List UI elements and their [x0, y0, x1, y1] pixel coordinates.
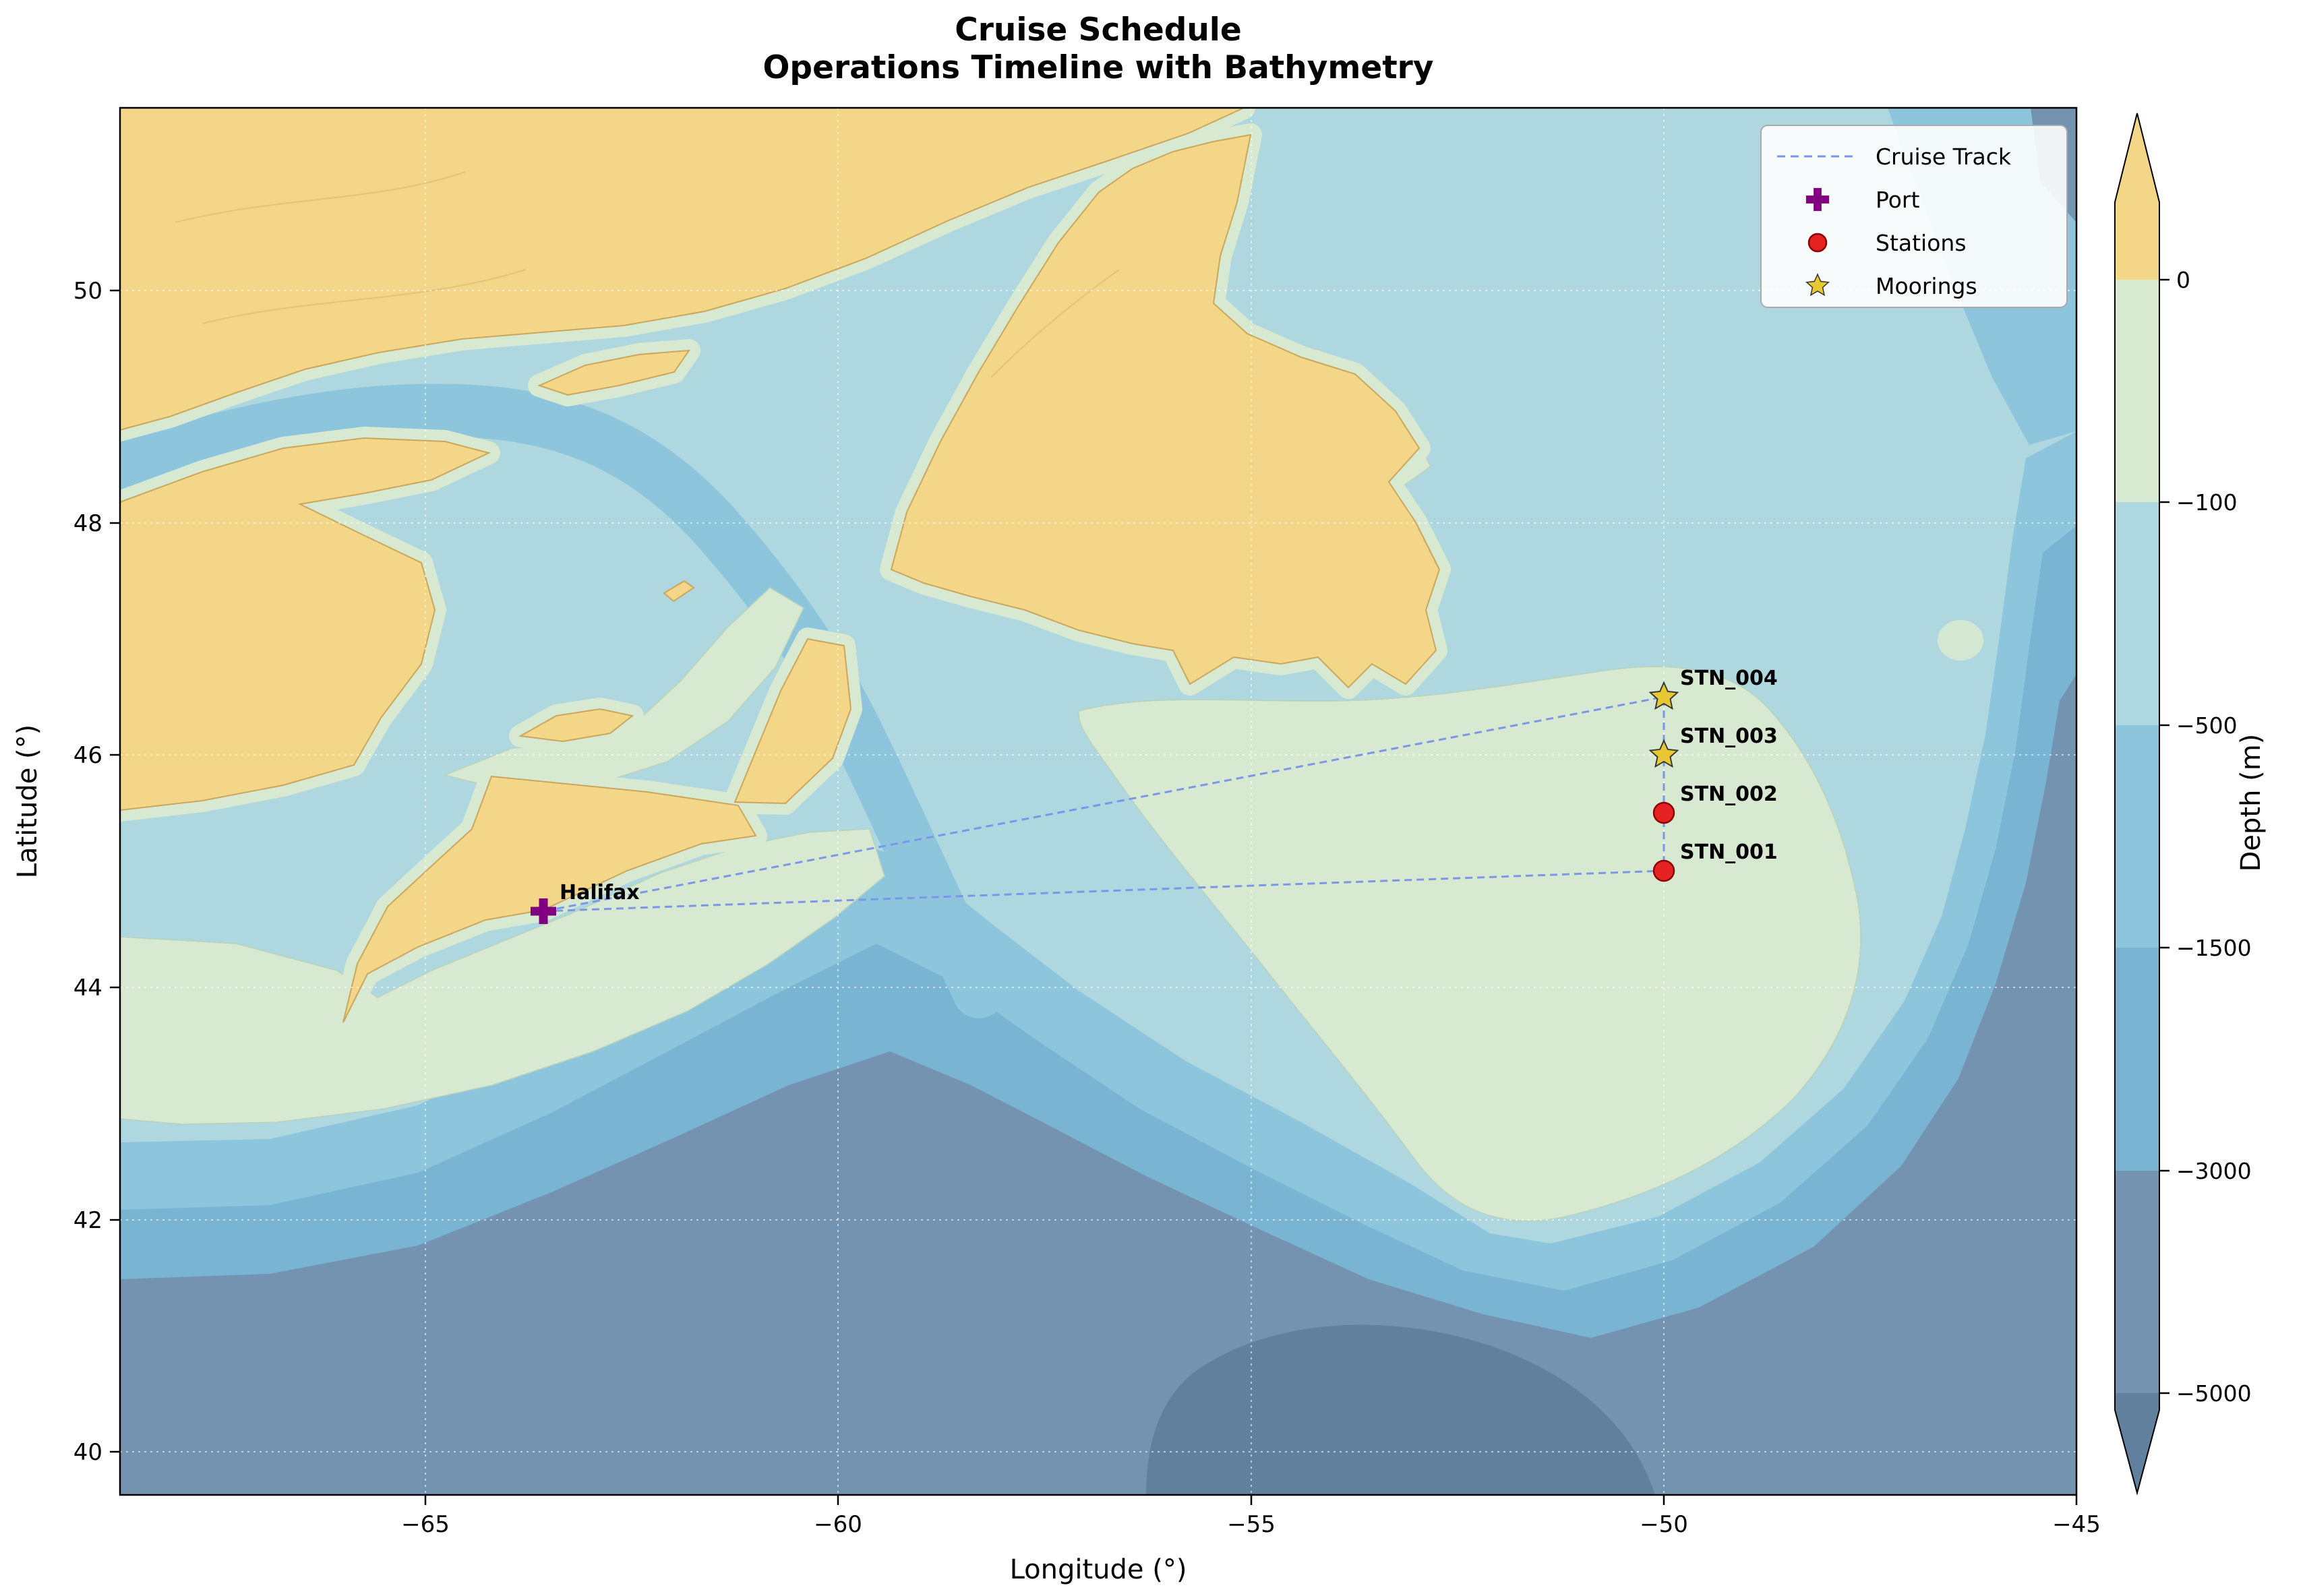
y-tick-label-42n: 42: [73, 1207, 102, 1234]
y-tick-label-44n: 44: [73, 975, 102, 1002]
colorbar-tick-0: 0: [2176, 267, 2190, 293]
figure-title-line1: Cruise Schedule: [955, 11, 1242, 49]
y-tick-label-50n: 50: [73, 278, 102, 305]
colorbar-segment-500-1500: [2115, 725, 2159, 948]
colorbar: 0 −100 −500 −1500 −3000 −5000 Depth (m): [2114, 113, 2267, 1496]
land-contour-lines: [175, 171, 1120, 378]
colorbar-tick-3000: −3000: [2176, 1158, 2252, 1184]
port-label-halifax: Halifax: [560, 881, 640, 904]
figure-title-line2: Operations Timeline with Bathymetry: [762, 49, 1433, 86]
map-plot-area: Halifax STN_001 STN_002 STN_003 STN_004: [120, 108, 2076, 1495]
bathymetry-layer-3000-5000: [120, 674, 2076, 1495]
station-marker-stn-001: [1652, 859, 1675, 882]
colorbar-ticks: [2159, 278, 2169, 1394]
colorbar-segment-100-500: [2115, 502, 2159, 725]
flemish-cap-shoal: [1938, 620, 1983, 661]
x-axis-tick-labels: −65 −60 −55 −50 −45: [401, 1511, 2101, 1538]
y-tick-label-46n: 46: [73, 742, 102, 769]
colorbar-tick-5000: −5000: [2176, 1380, 2252, 1407]
colorbar-tick-labels: 0 −100 −500 −1500 −3000 −5000: [2176, 267, 2252, 1407]
legend-item-port: Port: [1876, 187, 1919, 213]
colorbar-tick-100: −100: [2176, 489, 2238, 516]
scotian-shelf: [120, 828, 885, 1125]
colorbar-segment-land: [2115, 202, 2159, 280]
legend-circle-icon: [1807, 233, 1828, 253]
colorbar-segment-below-5000: [2115, 1393, 2159, 1410]
legend-item-cruise-track: Cruise Track: [1876, 144, 2012, 170]
legend: Cruise Track Port Stations Moorings: [1760, 125, 2068, 308]
colorbar-segment-3000-5000: [2115, 1171, 2159, 1393]
y-tick-label-40n: 40: [73, 1439, 102, 1466]
y-axis-label: Latitude (°): [12, 725, 43, 879]
legend-item-stations: Stations: [1876, 230, 1967, 256]
station-label-stn-002: STN_002: [1680, 782, 1778, 806]
colorbar-segment-0-100: [2115, 280, 2159, 502]
colorbar-tick-1500: −1500: [2176, 935, 2252, 961]
legend-item-moorings: Moorings: [1876, 273, 1977, 299]
station-label-stn-001: STN_001: [1680, 840, 1778, 864]
y-axis-tick-labels: 50 48 46 44 42 40: [73, 278, 102, 1466]
colorbar-segment-1500-3000: [2115, 948, 2159, 1171]
y-tick-label-48n: 48: [73, 510, 102, 537]
colorbar-tick-500: −500: [2176, 712, 2238, 739]
x-tick-label-50w: −50: [1640, 1511, 1688, 1538]
cruise-track-line: [543, 696, 1665, 913]
x-axis-label: Longitude (°): [1010, 1554, 1187, 1585]
colorbar-axis-label: Depth (m): [2236, 734, 2267, 872]
colorbar-outline: [2114, 113, 2160, 1496]
legend-box: [1760, 125, 2068, 308]
colorbar-extend-below: [2115, 1410, 2159, 1493]
colorbar-extend-above: [2115, 113, 2159, 202]
station-label-stn-003: STN_003: [1680, 725, 1778, 748]
x-axis-ticks: [424, 1495, 2078, 1505]
x-tick-label-60w: −60: [814, 1511, 862, 1538]
x-tick-label-65w: −65: [401, 1511, 450, 1538]
laurentian-channel: [120, 383, 1005, 1018]
station-label-stn-004: STN_004: [1680, 667, 1778, 690]
station-marker-stn-002: [1652, 801, 1675, 824]
x-tick-label-55w: −55: [1227, 1511, 1276, 1538]
y-axis-ticks: [110, 289, 120, 1453]
x-tick-label-45w: −45: [2052, 1511, 2101, 1538]
axes-frame: [119, 106, 2078, 1496]
